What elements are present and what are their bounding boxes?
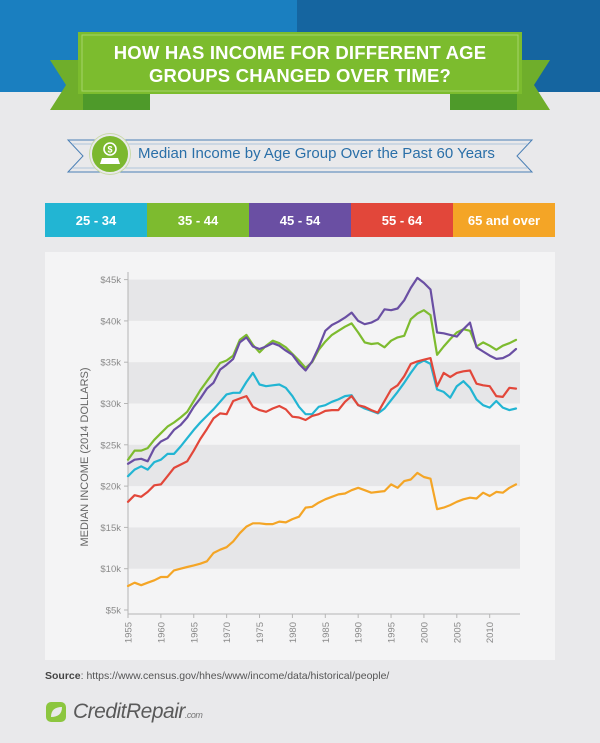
- ribbon-inner-border: [81, 34, 519, 92]
- leaf-logo-icon: [46, 702, 66, 722]
- logo-suffix: .com: [184, 710, 203, 720]
- title-ribbon: [50, 32, 550, 110]
- x-tick-label: 1995: [387, 622, 398, 643]
- legend-item-25-34: 25 - 34: [45, 203, 147, 237]
- y-tick-label: $25k: [100, 440, 121, 451]
- grid-band: [128, 279, 520, 321]
- subtitle-ribbon: [66, 139, 534, 173]
- y-tick-label: $15k: [100, 523, 121, 534]
- y-tick-label: $40k: [100, 316, 121, 327]
- grid-band: [128, 444, 520, 487]
- y-tick-label: $45k: [100, 275, 121, 286]
- series-line-65-and-over: [126, 471, 518, 588]
- x-tick-label: 1975: [255, 622, 266, 643]
- series-line-45-54: [126, 276, 518, 465]
- y-axis-ticks: $5k $10k $15k $20k $25k $30k $35k $40k $45k: [100, 275, 128, 617]
- series-line-55-64: [126, 356, 518, 503]
- legend-item-65-over: 65 and over: [453, 203, 555, 237]
- logo-wordmark: CreditRepair: [73, 700, 185, 723]
- ribbon-left-tail: [50, 60, 83, 110]
- x-tick-label: 1955: [124, 622, 135, 643]
- y-tick-label: $5k: [106, 606, 122, 617]
- title-line-2: GROUPS CHANGED OVER TIME?: [148, 65, 452, 86]
- ribbon-face: [78, 32, 522, 94]
- legend-label: 65 and over: [467, 212, 541, 228]
- x-tick-label: 1985: [321, 622, 332, 643]
- dollar-person-glyph: $: [100, 142, 120, 164]
- legend-label: 25 - 34: [75, 212, 117, 228]
- y-tick-label: $20k: [100, 482, 121, 493]
- x-tick-label: 1970: [222, 622, 233, 643]
- line-chart: $5k $10k $15k $20k $25k $30k $35k $40k $45k 1955…: [79, 272, 520, 643]
- legend-item-45-54: 45 - 54: [249, 203, 351, 237]
- page-title: HOW HAS INCOME FOR DIFFERENT AGE GROUPS …: [83, 36, 517, 92]
- dollar-person-icon: $: [90, 134, 130, 174]
- legend-item-35-44: 35 - 44: [147, 203, 249, 237]
- x-tick-label: 1965: [189, 622, 200, 643]
- series-lines: [126, 276, 518, 588]
- y-tick-label: $35k: [100, 358, 121, 369]
- source-note: Source: https://www.census.gov/hhes/www/…: [45, 670, 389, 682]
- x-tick-label: 1960: [156, 622, 167, 643]
- legend-label: 45 - 54: [279, 212, 321, 228]
- ribbon-left-fold: [83, 92, 150, 110]
- legend: 25 - 34 35 - 44 45 - 54 55 - 64 65 and o…: [45, 203, 555, 237]
- svg-text:$: $: [107, 145, 112, 155]
- x-tick-label: 1990: [354, 622, 365, 643]
- x-axis-ticks: 1955 1960 1965 1970 1975 1980 1985 1990 1995 2000…: [124, 614, 496, 643]
- legend-label: 55 - 64: [381, 212, 423, 228]
- y-tick-label: $10k: [100, 564, 121, 575]
- source-url: : https://www.census.gov/hhes/www/income…: [80, 670, 390, 682]
- y-axis-label: MEDIAN INCOME (2014 DOLLARS): [79, 367, 91, 546]
- ribbon-right-tail: [517, 60, 550, 110]
- x-tick-label: 2005: [452, 622, 463, 643]
- subtitle-ribbon-outline: [66, 139, 534, 173]
- series-line-35-44: [126, 309, 518, 461]
- legend-label: 35 - 44: [177, 212, 219, 228]
- chart-card: $5k $10k $15k $20k $25k $30k $35k $40k $45k 1955…: [45, 252, 555, 660]
- legend-item-55-64: 55 - 64: [351, 203, 453, 237]
- grid-band: [128, 362, 520, 404]
- grid-band: [128, 527, 520, 569]
- y-tick-label: $30k: [100, 399, 121, 410]
- series-line-25-34: [126, 359, 518, 478]
- ribbon-right-fold: [450, 92, 517, 110]
- chart-subtitle: Median Income by Age Group Over the Past…: [138, 145, 495, 162]
- logo-text: CreditRepair.com: [73, 700, 203, 724]
- x-tick-label: 1980: [288, 622, 299, 643]
- source-label: Source: [45, 670, 81, 682]
- title-line-1: HOW HAS INCOME FOR DIFFERENT AGE: [113, 42, 487, 63]
- creditrepair-logo: CreditRepair.com: [45, 698, 203, 726]
- x-tick-label: 2010: [485, 622, 496, 643]
- grid-bands: [128, 279, 520, 569]
- x-tick-label: 2000: [419, 622, 430, 643]
